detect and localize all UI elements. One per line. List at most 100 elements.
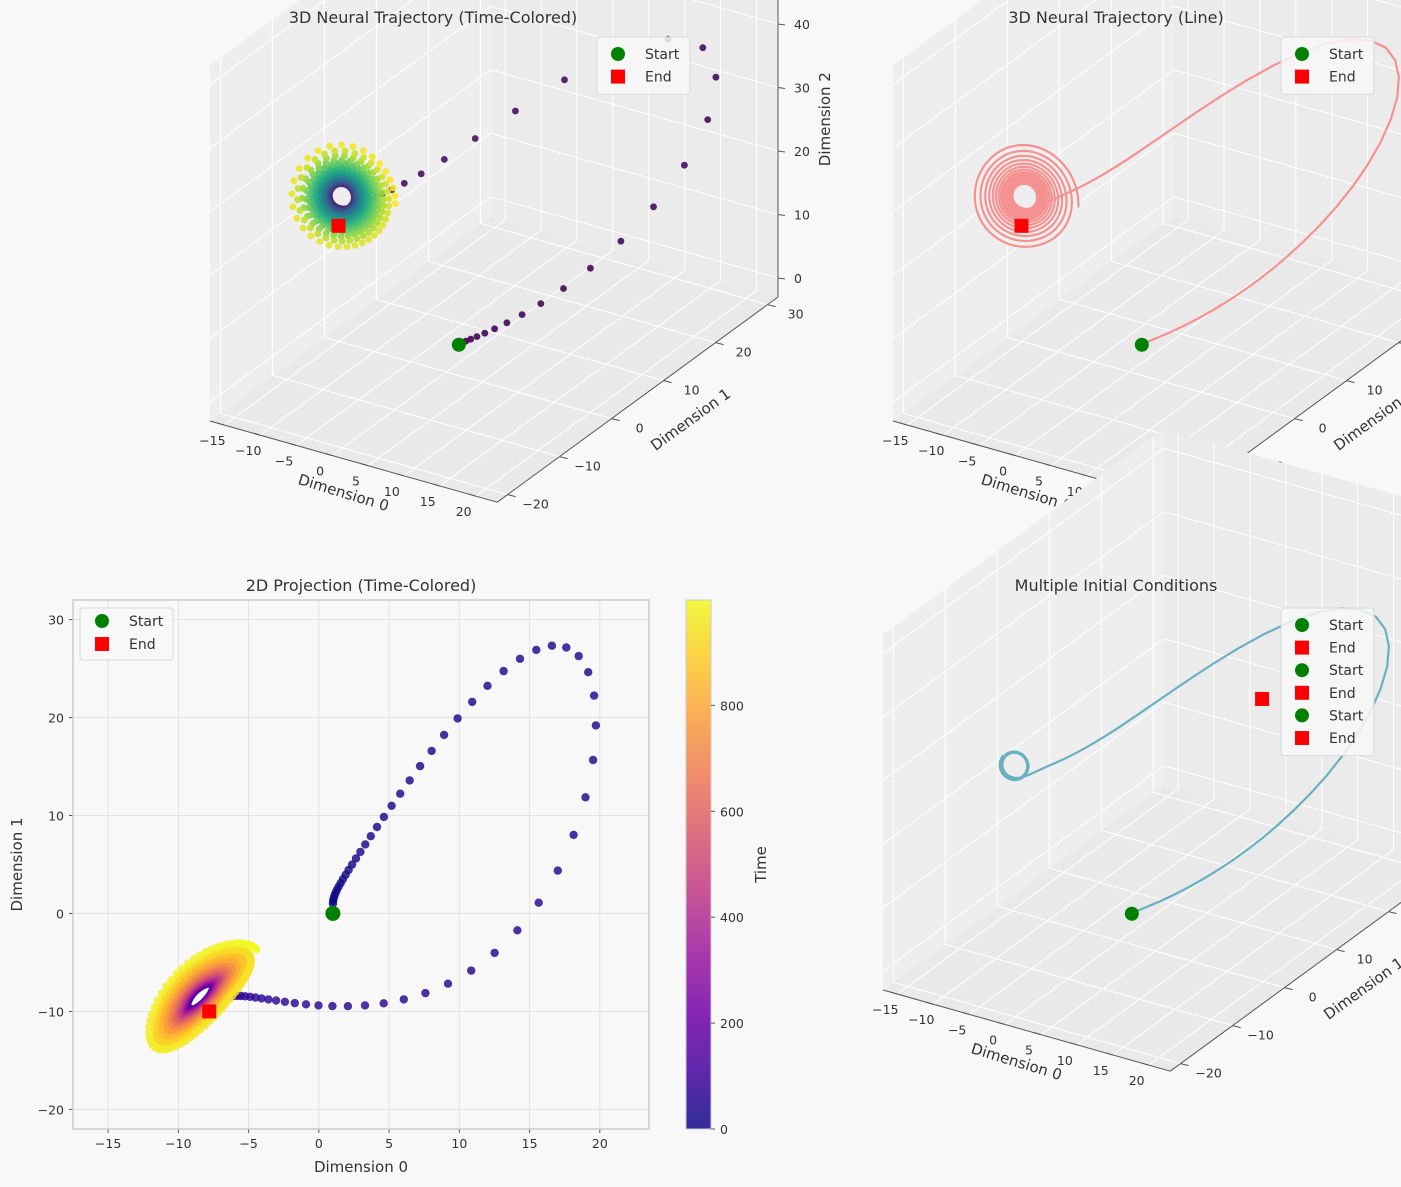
data-point bbox=[483, 681, 492, 690]
data-point bbox=[338, 237, 346, 245]
data-point bbox=[288, 190, 296, 198]
colorbar-tick-label: 800 bbox=[720, 698, 744, 713]
x-tick-label: 0 bbox=[999, 464, 1007, 479]
data-point bbox=[373, 219, 381, 227]
grid-z-back bbox=[1163, 765, 1401, 834]
data-point bbox=[427, 746, 436, 756]
data-point bbox=[264, 995, 273, 1004]
start-marker bbox=[451, 337, 466, 352]
x-tick bbox=[1069, 1042, 1077, 1046]
data-point bbox=[379, 221, 387, 229]
y-tick bbox=[559, 456, 568, 460]
z-tick bbox=[777, 213, 786, 216]
data-point bbox=[384, 209, 392, 217]
data-point bbox=[490, 948, 499, 958]
data-point bbox=[392, 200, 399, 208]
data-point bbox=[534, 898, 543, 907]
grid-z-left bbox=[882, 701, 1165, 908]
data-marks bbox=[973, 38, 1400, 352]
data-point bbox=[471, 135, 479, 142]
grid-z-back bbox=[1173, 69, 1401, 135]
x-axis-label: Dimension 0 bbox=[314, 1158, 408, 1176]
x-tick bbox=[1043, 463, 1052, 467]
floor-pane bbox=[883, 784, 1401, 1072]
data-point bbox=[346, 237, 354, 244]
x-tick-label: −10 bbox=[165, 1136, 191, 1151]
data-point bbox=[382, 180, 389, 188]
data-point bbox=[537, 300, 545, 307]
grid-x-floor bbox=[331, 249, 614, 456]
data-point bbox=[147, 1010, 157, 1019]
data-point bbox=[360, 147, 367, 155]
data-point bbox=[314, 147, 322, 155]
data-point bbox=[380, 195, 387, 203]
data-point bbox=[499, 666, 508, 676]
data-point bbox=[347, 860, 357, 869]
plot-frame bbox=[72, 599, 650, 1130]
data-point bbox=[356, 847, 365, 857]
z-axis-label: Dimension 2 bbox=[816, 72, 834, 166]
data-point bbox=[330, 236, 338, 244]
data-point bbox=[417, 170, 425, 178]
trajectory-line bbox=[973, 38, 1400, 346]
data-point bbox=[387, 801, 396, 810]
back-pane bbox=[490, 0, 778, 297]
data-point bbox=[296, 207, 304, 214]
grid-z-left bbox=[892, 5, 1175, 212]
data-point bbox=[172, 969, 181, 979]
data-marks bbox=[288, 35, 720, 352]
data-point bbox=[293, 214, 301, 222]
data-point bbox=[481, 329, 489, 337]
y-tick bbox=[1294, 418, 1303, 422]
grid-y-floor bbox=[220, 412, 508, 496]
data-point bbox=[289, 203, 297, 211]
y-tick-label: 20 bbox=[48, 711, 64, 726]
data-point bbox=[351, 150, 359, 157]
start-marker bbox=[1134, 337, 1149, 352]
data-point bbox=[351, 241, 359, 249]
legend-marker-end bbox=[611, 69, 625, 84]
x-tick bbox=[926, 1001, 934, 1005]
data-point bbox=[650, 203, 657, 211]
chart-multiple-initial-conditions: −15−10−505101520−20−10010203001020304050… bbox=[872, 429, 1401, 1088]
x-tick-label: −15 bbox=[882, 433, 908, 448]
data-point bbox=[365, 229, 372, 236]
axes bbox=[209, 0, 786, 503]
data-point bbox=[468, 697, 477, 707]
colorbar-tick-label: 600 bbox=[720, 804, 744, 819]
data-point bbox=[473, 333, 481, 340]
x-tick-label: −15 bbox=[95, 1136, 121, 1151]
legend-marker-start bbox=[611, 47, 625, 61]
x-tick bbox=[1105, 1052, 1113, 1056]
x-tick bbox=[468, 493, 476, 497]
grid-z-back bbox=[691, 0, 779, 25]
y-tick-label: 0 bbox=[636, 421, 644, 436]
data-point bbox=[296, 165, 303, 173]
data-point bbox=[376, 214, 384, 222]
grid-z-back bbox=[1173, 196, 1401, 262]
grid-x-floor bbox=[367, 260, 650, 467]
data-point bbox=[300, 216, 308, 224]
data-point bbox=[358, 239, 366, 247]
data-point bbox=[351, 854, 361, 863]
x-axis-label: Dimension 0 bbox=[969, 1039, 1064, 1084]
y-tick-label: −10 bbox=[1247, 1028, 1273, 1043]
data-point bbox=[587, 264, 594, 272]
x-tick bbox=[900, 422, 908, 426]
left-pane bbox=[883, 429, 1164, 990]
colorbar bbox=[685, 599, 712, 1130]
chart-title: 3D Neural Trajectory (Line) bbox=[1008, 8, 1223, 27]
x-tick-label: −15 bbox=[199, 433, 225, 448]
data-point bbox=[359, 232, 367, 240]
grid-x-floor bbox=[932, 798, 1215, 1005]
data-point bbox=[322, 234, 330, 242]
data-point bbox=[178, 964, 187, 973]
data-point bbox=[367, 159, 375, 167]
grid-y-floor bbox=[272, 374, 560, 458]
y-tick bbox=[1232, 1025, 1241, 1029]
x-tick bbox=[253, 432, 261, 436]
data-point bbox=[584, 668, 593, 677]
data-point bbox=[518, 311, 526, 318]
data-point bbox=[353, 235, 361, 243]
chart-title: 3D Neural Trajectory (Time-Colored) bbox=[289, 8, 577, 27]
